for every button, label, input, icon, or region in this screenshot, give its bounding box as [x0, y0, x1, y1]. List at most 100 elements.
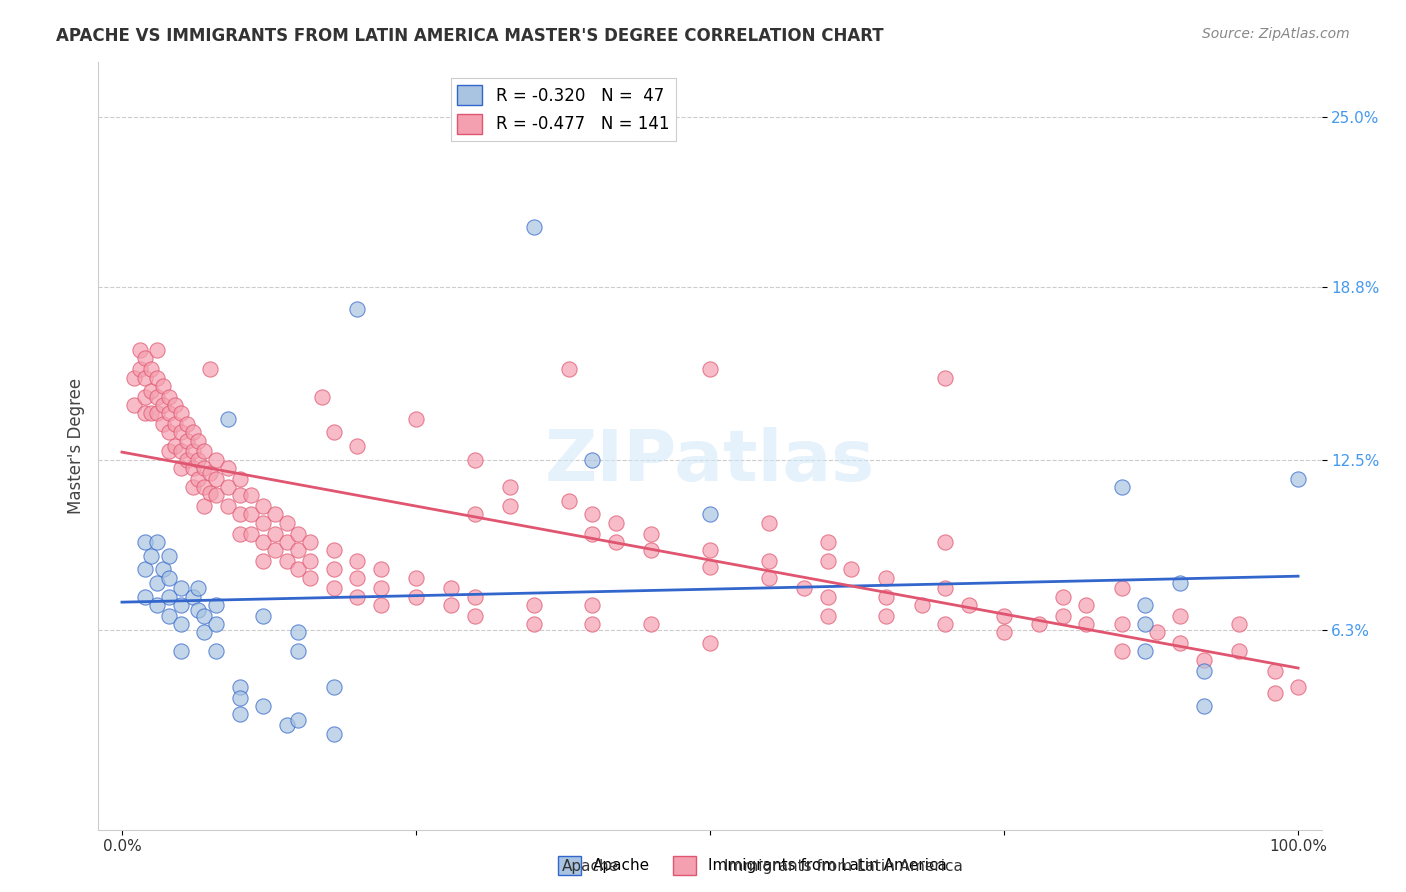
Point — [163, 417, 186, 431]
Point — [205, 488, 228, 502]
Point — [228, 707, 250, 722]
Point — [793, 582, 815, 596]
Point — [758, 570, 780, 584]
Point — [299, 534, 322, 549]
Point — [605, 516, 627, 530]
Point — [170, 582, 193, 596]
Point — [228, 472, 250, 486]
Point — [181, 590, 204, 604]
Point — [205, 598, 228, 612]
Point — [276, 534, 298, 549]
Point — [187, 434, 209, 448]
Point — [1052, 590, 1074, 604]
Point — [252, 554, 274, 568]
Point — [287, 644, 309, 658]
Text: ZIPatlas: ZIPatlas — [546, 427, 875, 496]
Point — [217, 461, 239, 475]
Point — [1264, 685, 1286, 699]
Point — [440, 582, 463, 596]
Point — [640, 543, 662, 558]
Point — [699, 508, 721, 522]
Point — [1028, 617, 1050, 632]
Point — [170, 461, 193, 475]
Point — [176, 434, 198, 448]
Point — [276, 718, 298, 732]
Point — [141, 406, 163, 420]
Point — [181, 480, 204, 494]
Y-axis label: Master's Degree: Master's Degree — [66, 378, 84, 514]
Point — [322, 425, 344, 440]
Point — [346, 570, 368, 584]
Point — [370, 562, 392, 576]
Point — [322, 680, 344, 694]
Point — [170, 406, 193, 420]
Point — [193, 625, 215, 640]
Point — [605, 534, 627, 549]
Point — [252, 516, 274, 530]
Point — [311, 390, 333, 404]
Point — [134, 534, 156, 549]
Point — [405, 411, 427, 425]
Point — [240, 488, 263, 502]
Point — [1170, 608, 1192, 623]
Point — [346, 590, 368, 604]
Point — [146, 576, 169, 591]
Point — [157, 608, 180, 623]
Point — [1076, 598, 1098, 612]
Point — [187, 472, 209, 486]
Point — [839, 562, 862, 576]
Point — [193, 500, 215, 514]
Point — [934, 534, 956, 549]
Point — [134, 406, 156, 420]
Point — [193, 608, 215, 623]
Point — [157, 444, 180, 458]
Point — [170, 444, 193, 458]
Point — [523, 617, 546, 632]
Point — [993, 608, 1015, 623]
Point — [134, 351, 156, 366]
Point — [163, 398, 186, 412]
Point — [276, 554, 298, 568]
Point — [758, 554, 780, 568]
Point — [1111, 480, 1133, 494]
Point — [558, 362, 581, 376]
Point — [875, 608, 897, 623]
Point — [499, 480, 522, 494]
Point — [205, 472, 228, 486]
Text: Apache: Apache — [562, 859, 619, 874]
Point — [146, 370, 169, 384]
Text: APACHE VS IMMIGRANTS FROM LATIN AMERICA MASTER'S DEGREE CORRELATION CHART: APACHE VS IMMIGRANTS FROM LATIN AMERICA … — [56, 27, 884, 45]
Point — [157, 590, 180, 604]
Point — [152, 398, 174, 412]
Point — [170, 598, 193, 612]
Point — [193, 444, 215, 458]
Point — [934, 617, 956, 632]
Point — [287, 526, 309, 541]
Point — [405, 570, 427, 584]
Point — [1170, 576, 1192, 591]
Point — [817, 590, 839, 604]
Point — [276, 516, 298, 530]
Text: Source: ZipAtlas.com: Source: ZipAtlas.com — [1202, 27, 1350, 41]
Point — [464, 608, 486, 623]
Point — [699, 636, 721, 650]
Point — [581, 508, 603, 522]
Point — [157, 425, 180, 440]
Legend: R = -0.320   N =  47, R = -0.477   N = 141: R = -0.320 N = 47, R = -0.477 N = 141 — [451, 78, 676, 141]
Point — [176, 417, 198, 431]
Point — [1286, 680, 1309, 694]
Point — [122, 398, 145, 412]
Point — [187, 582, 209, 596]
Point — [134, 562, 156, 576]
Point — [1170, 636, 1192, 650]
Point — [198, 485, 221, 500]
Point — [1286, 472, 1309, 486]
Point — [146, 406, 169, 420]
Point — [157, 570, 180, 584]
Point — [152, 378, 174, 392]
Point — [1192, 664, 1215, 678]
Point — [157, 549, 180, 563]
Point — [252, 500, 274, 514]
Legend: Apache, Immigrants from Latin America: Apache, Immigrants from Latin America — [551, 850, 953, 880]
Point — [146, 390, 169, 404]
